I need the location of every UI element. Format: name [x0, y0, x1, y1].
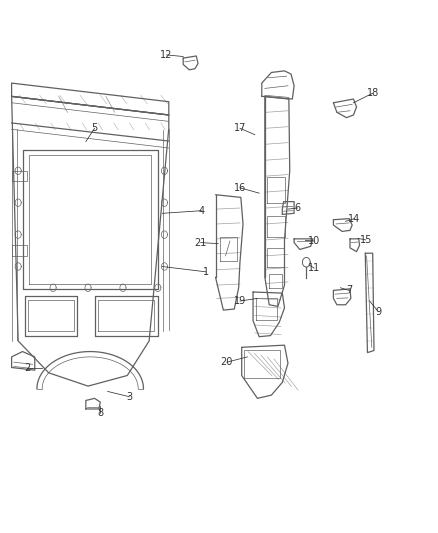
Text: 16: 16 [234, 183, 246, 193]
Text: 5: 5 [92, 123, 98, 133]
Text: 21: 21 [194, 238, 207, 247]
Text: 14: 14 [348, 214, 360, 224]
Text: 7: 7 [346, 286, 352, 295]
Text: 6: 6 [294, 203, 300, 213]
Text: 3: 3 [127, 392, 133, 402]
Text: 8: 8 [97, 408, 103, 418]
Text: 20: 20 [221, 357, 233, 367]
Text: 17: 17 [234, 123, 246, 133]
Text: 19: 19 [234, 296, 246, 306]
Text: 1: 1 [203, 267, 209, 277]
Text: 2: 2 [24, 362, 30, 373]
Text: 4: 4 [198, 206, 205, 216]
Text: 10: 10 [308, 236, 320, 246]
Text: 12: 12 [160, 50, 173, 60]
Text: 18: 18 [367, 88, 379, 98]
Text: 15: 15 [360, 235, 372, 245]
Text: 11: 11 [308, 263, 320, 273]
Text: 9: 9 [375, 306, 381, 317]
